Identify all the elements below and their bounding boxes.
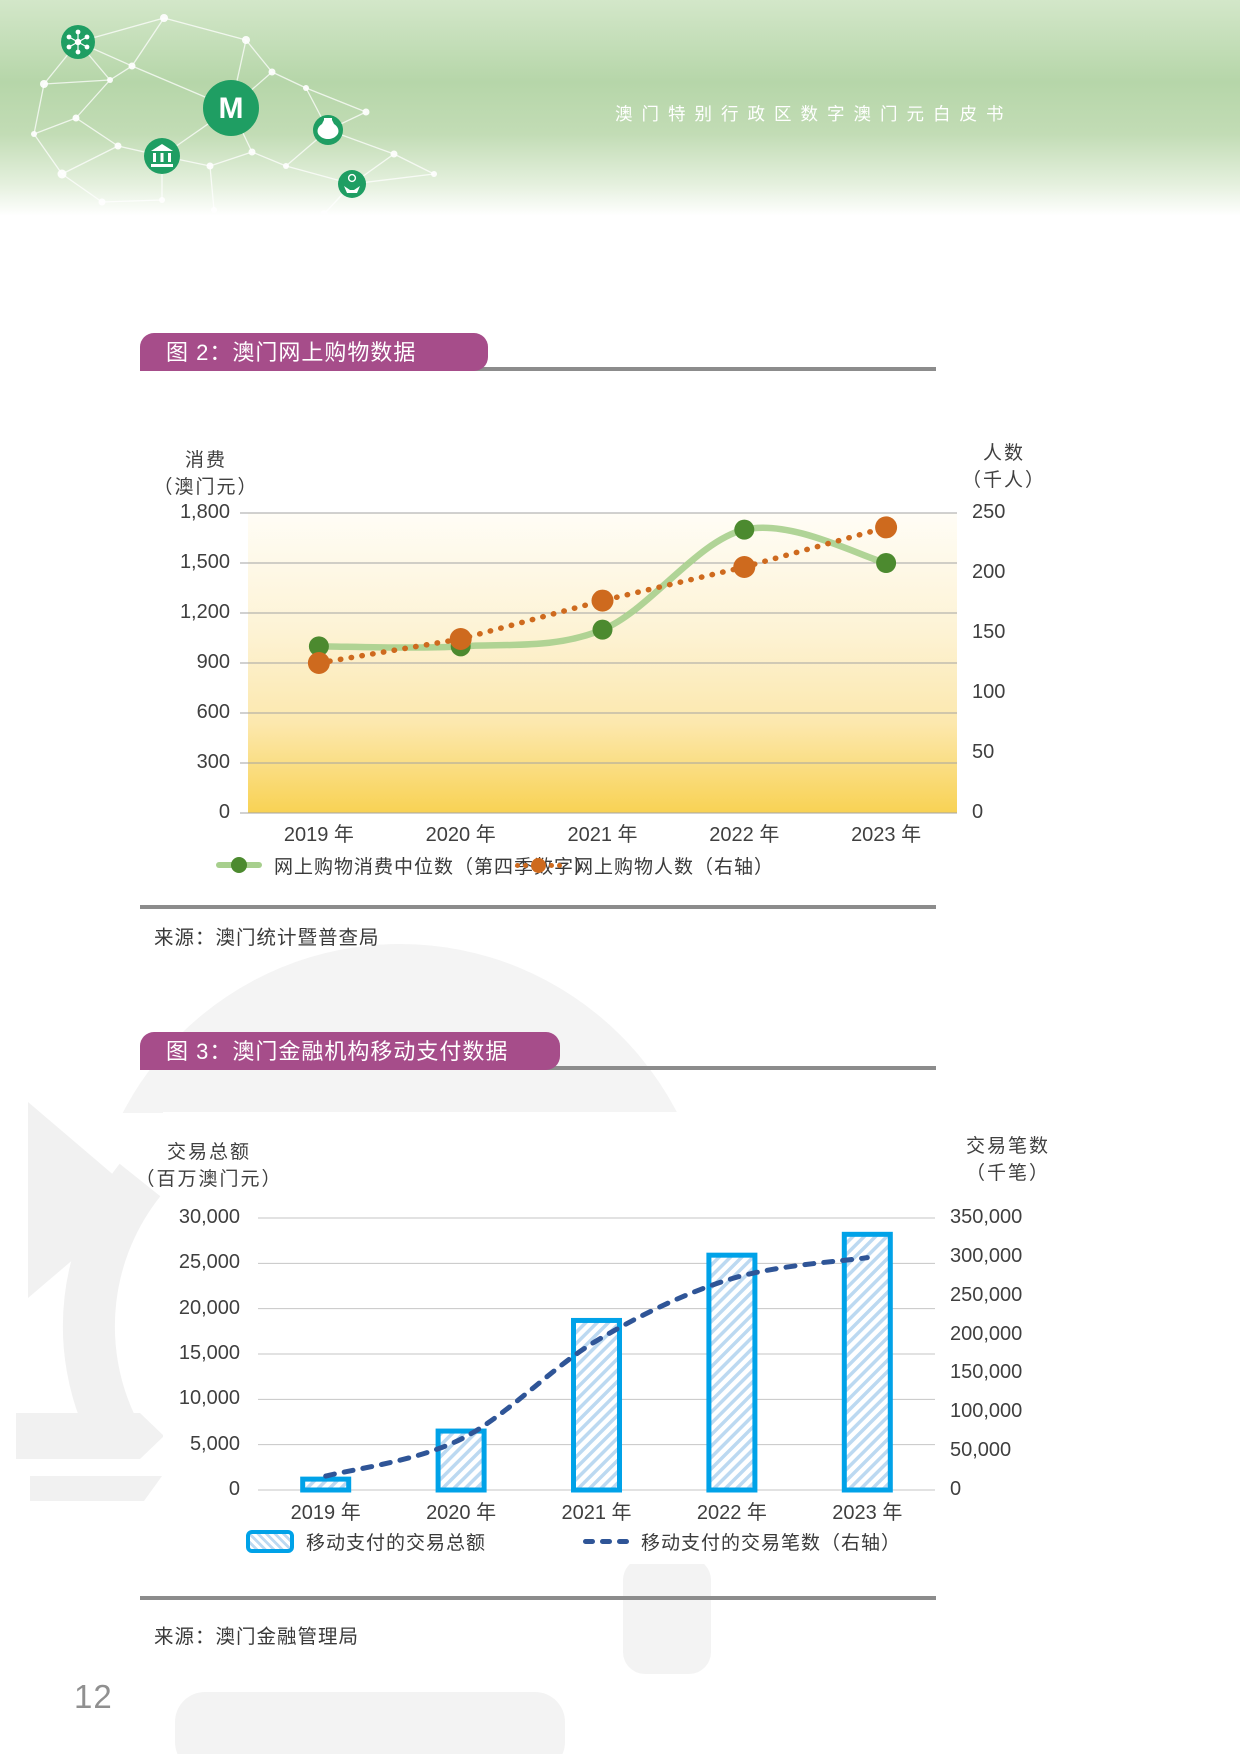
figure3-right-axis-title: 交易笔数 （千笔） [965, 1136, 1050, 1184]
y-axis-tick-label: 1,800 [179, 501, 230, 523]
data-point [592, 619, 613, 640]
figure2-left-axis-title: 消费 （澳门元） [153, 450, 259, 498]
y-axis-tick-label: 300 [196, 751, 230, 773]
figure3-source: 来源：澳门金融管理局 [154, 1626, 360, 1648]
y-axis-tick-label: 0 [218, 801, 230, 823]
bank-icon [144, 138, 180, 174]
figure3-title-bar: 图 3：澳门金融机构移动支付数据 [140, 1032, 560, 1070]
y-axis-tick-label: 350,000 [950, 1206, 1023, 1228]
data-point [449, 628, 472, 650]
figure2-bottom-rule [140, 905, 936, 909]
y-axis-tick-label: 0 [228, 1478, 240, 1500]
hatched-bar-swatch-icon [246, 1529, 294, 1553]
y-axis-tick-label: 600 [196, 701, 230, 723]
bar [300, 1476, 352, 1493]
bar [571, 1317, 622, 1493]
figure2-title-rule [140, 367, 936, 371]
document-title: 澳门特别行政区数字澳门元白皮书 [615, 104, 1013, 124]
data-point [734, 519, 755, 540]
figure2-right-axis-title: 人数 （千人） [961, 443, 1046, 491]
figure2-title-bar: 图 2：澳门网上购物数据 [140, 333, 488, 371]
x-axis-tick-label: 2020 年 [425, 824, 496, 846]
figure3-legend-count: 移动支付的交易笔数（右轴） [583, 1528, 901, 1554]
y-axis-tick-label: 150,000 [950, 1361, 1023, 1384]
data-point [308, 636, 329, 657]
orange-dotted-swatch-icon [515, 857, 562, 873]
y-axis-tick-label: 1,500 [179, 551, 230, 573]
figure2-legend-shoppers: 网上购物人数（右轴） [515, 852, 774, 878]
y-axis-tick-label: 30,000 [178, 1206, 240, 1228]
figure2-line-chart [240, 512, 957, 818]
gear-icon [61, 25, 95, 59]
watermark-circle [88, 944, 712, 1113]
y-axis-tick-label: 100 [972, 681, 1006, 703]
network-mesh-icon: M [31, 14, 437, 218]
y-axis-tick-label: 0 [950, 1478, 962, 1500]
y-axis-tick-label: 50,000 [950, 1439, 1012, 1462]
y-axis-tick-label: 900 [196, 651, 230, 673]
y-axis-tick-label: 20,000 [178, 1296, 240, 1319]
y-axis-tick-label: 10,000 [178, 1387, 240, 1410]
y-axis-tick-label: 1,200 [179, 601, 230, 623]
y-axis-tick-label: 15,000 [178, 1342, 240, 1364]
y-axis-tick-label: 250 [972, 501, 1006, 523]
figure3-card-background [163, 1112, 949, 1564]
figure3-legend-amount: 移动支付的交易总额 [246, 1528, 486, 1554]
bar [435, 1428, 487, 1493]
y-axis-tick-label: 300,000 [950, 1244, 1023, 1267]
data-point [733, 556, 756, 578]
page-number: 12 [74, 1678, 113, 1715]
figure3-bottom-rule [140, 1596, 936, 1600]
data-point [591, 589, 614, 612]
x-axis-tick-label: 2020 年 [426, 1502, 497, 1524]
x-axis-tick-label: 2019 年 [283, 824, 354, 846]
page-header-banner: M [0, 0, 1240, 218]
x-axis-tick-label: 2021 年 [567, 824, 638, 846]
dashed-line-swatch-icon [583, 1538, 629, 1544]
bar [706, 1252, 758, 1493]
x-axis-tick-label: 2023 年 [851, 824, 922, 846]
y-axis-tick-label: 200 [972, 561, 1006, 583]
data-point [875, 516, 898, 539]
x-axis-tick-label: 2019 年 [290, 1502, 361, 1524]
y-axis-tick-label: 250,000 [950, 1283, 1023, 1306]
y-axis-tick-label: 5,000 [189, 1432, 240, 1455]
macau-m-logo-icon: M [203, 80, 259, 136]
x-axis-tick-label: 2022 年 [696, 1502, 767, 1524]
bar [841, 1231, 893, 1493]
x-axis-tick-label: 2023 年 [832, 1502, 903, 1524]
y-axis-tick-label: 200,000 [950, 1322, 1023, 1345]
green-line-swatch-icon [216, 857, 262, 873]
y-axis-tick-label: 100,000 [950, 1400, 1023, 1423]
data-point [307, 652, 330, 674]
figure3-bar-chart [258, 1217, 935, 1495]
data-point [876, 553, 897, 573]
y-axis-tick-label: 50 [972, 741, 995, 763]
svg-text:M: M [219, 92, 244, 125]
y-axis-tick-label: 25,000 [178, 1251, 240, 1274]
handshake-icon [338, 170, 366, 198]
x-axis-tick-label: 2021 年 [561, 1502, 632, 1524]
figure3-left-axis-title: 交易总额 （百万澳门元） [135, 1142, 283, 1190]
money-bag-icon [313, 115, 343, 145]
x-axis-tick-label: 2022 年 [709, 824, 780, 846]
figure2-source: 来源：澳门统计暨普查局 [154, 927, 380, 949]
y-axis-tick-label: 0 [972, 801, 984, 823]
y-axis-tick-label: 150 [972, 621, 1006, 643]
figure2-legend-consumption: 网上购物消费中位数（第四季数字） [216, 852, 594, 878]
